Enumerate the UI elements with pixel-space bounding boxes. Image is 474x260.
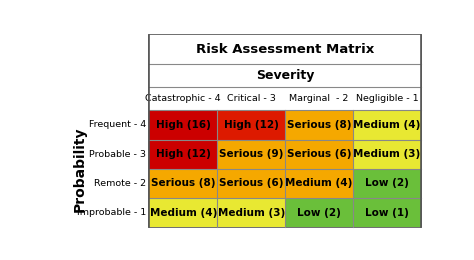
Bar <box>285 110 353 140</box>
Bar <box>353 140 421 169</box>
Text: Medium (4): Medium (4) <box>354 120 421 130</box>
Text: Marginal  - 2: Marginal - 2 <box>290 94 349 103</box>
Text: Serious (6): Serious (6) <box>219 178 283 188</box>
Text: Serious (8): Serious (8) <box>287 120 351 130</box>
Bar <box>217 198 285 228</box>
Text: Low (1): Low (1) <box>365 208 409 218</box>
Bar <box>149 198 217 228</box>
Bar <box>353 110 421 140</box>
Bar <box>285 198 353 228</box>
Text: Risk Assessment Matrix: Risk Assessment Matrix <box>196 43 374 56</box>
Text: Critical - 3: Critical - 3 <box>227 94 275 103</box>
Text: High (16): High (16) <box>156 120 210 130</box>
Text: Medium (3): Medium (3) <box>218 208 285 218</box>
Text: Medium (3): Medium (3) <box>354 149 421 159</box>
Text: Medium (4): Medium (4) <box>149 208 217 218</box>
Text: Low (2): Low (2) <box>297 208 341 218</box>
Bar <box>217 110 285 140</box>
Text: Remote - 2: Remote - 2 <box>94 179 146 188</box>
Text: Severity: Severity <box>256 69 314 82</box>
Text: Serious (8): Serious (8) <box>151 178 216 188</box>
Bar <box>149 35 421 228</box>
Bar <box>217 140 285 169</box>
Bar <box>149 35 421 64</box>
Bar <box>353 198 421 228</box>
Text: Frequent - 4: Frequent - 4 <box>89 120 146 129</box>
Text: High (12): High (12) <box>224 120 279 130</box>
Text: Low (2): Low (2) <box>365 178 409 188</box>
Text: Improbable - 1: Improbable - 1 <box>77 208 146 217</box>
Text: Probability: Probability <box>73 126 86 212</box>
Text: Serious (9): Serious (9) <box>219 149 283 159</box>
Text: High (12): High (12) <box>156 149 210 159</box>
Bar <box>217 169 285 198</box>
Bar <box>285 140 353 169</box>
Text: Probable - 3: Probable - 3 <box>89 150 146 159</box>
Text: Serious (6): Serious (6) <box>287 149 351 159</box>
Bar <box>149 64 421 87</box>
Bar <box>353 169 421 198</box>
Bar <box>149 87 421 110</box>
Text: Medium (4): Medium (4) <box>285 178 353 188</box>
Bar <box>149 140 217 169</box>
Text: Catastrophic - 4: Catastrophic - 4 <box>146 94 221 103</box>
Text: Negligible - 1: Negligible - 1 <box>356 94 419 103</box>
Bar <box>285 169 353 198</box>
Bar <box>149 169 217 198</box>
Bar <box>149 110 217 140</box>
